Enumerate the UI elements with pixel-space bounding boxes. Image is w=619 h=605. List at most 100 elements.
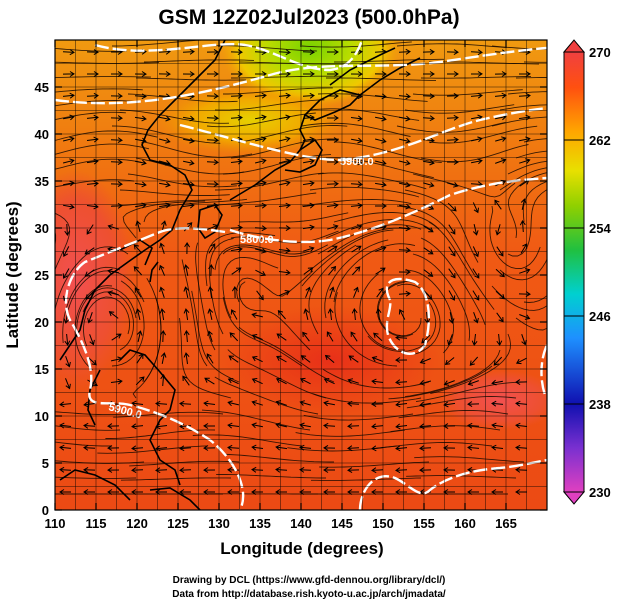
wind-arrow	[448, 224, 456, 235]
wind-arrow	[371, 356, 383, 362]
wind-arrow	[515, 379, 528, 386]
streamline	[334, 292, 398, 367]
wind-arrow	[515, 400, 528, 407]
wind-arrow	[328, 265, 337, 276]
wind-arrow	[83, 444, 96, 451]
wind-arrow	[183, 222, 193, 232]
streamline	[0, 446, 17, 455]
wind-arrow	[419, 379, 432, 386]
wind-arrow	[179, 467, 192, 474]
streamline	[301, 122, 411, 137]
wind-arrow	[327, 137, 339, 143]
wind-arrow	[327, 308, 334, 321]
wind-arrow	[446, 92, 459, 99]
wind-arrow	[467, 444, 480, 451]
wind-arrow	[203, 423, 216, 429]
wind-arrow	[183, 330, 190, 343]
wind-arrow	[398, 308, 406, 320]
wind-arrow	[302, 71, 315, 77]
wind-arrow	[371, 445, 384, 452]
x-tick-label: 120	[126, 516, 148, 531]
wind-arrow	[158, 137, 171, 144]
streamline	[97, 445, 208, 454]
wind-arrow	[59, 466, 72, 473]
wind-arrow	[63, 114, 75, 121]
wind-arrow	[203, 489, 215, 495]
wind-arrow	[275, 422, 288, 429]
streamline	[311, 477, 422, 481]
wind-arrow	[206, 48, 219, 55]
streamline	[515, 150, 547, 159]
wind-arrow	[182, 48, 195, 55]
streamline	[0, 429, 25, 441]
streamline	[0, 414, 33, 429]
streamline	[206, 112, 316, 128]
wind-arrow	[107, 290, 120, 296]
wind-arrow	[251, 489, 263, 495]
wind-arrow	[131, 489, 143, 495]
colorbar-tick-label: 246	[589, 309, 611, 324]
wind-arrow	[327, 49, 339, 55]
wind-arrow	[251, 400, 263, 406]
wind-arrow	[326, 180, 339, 187]
wind-arrow	[444, 357, 455, 365]
wind-arrow	[447, 334, 453, 346]
wind-arrow	[182, 375, 190, 386]
wind-arrow	[472, 202, 479, 214]
wind-arrow	[423, 182, 435, 188]
grid	[55, 40, 547, 510]
wind-arrow	[136, 330, 143, 343]
x-axis-ticks: 110 115 120 125 130 135 140 145 150 155 160 165	[45, 40, 517, 531]
wind-arrow	[446, 49, 459, 56]
streamline	[214, 244, 310, 271]
colorbar-tick-label: 262	[589, 133, 611, 148]
wind-arrow	[255, 114, 267, 121]
colorbar: 230 238 246 254 262 270	[562, 39, 611, 505]
colorbar-top-arrow	[562, 39, 586, 53]
wind-arrow	[351, 308, 358, 321]
wind-arrow	[251, 422, 264, 429]
wind-arrow	[323, 489, 335, 495]
wind-arrow	[64, 333, 71, 346]
wind-arrow	[423, 225, 434, 233]
wind-arrow	[446, 136, 459, 143]
streamline	[322, 369, 430, 389]
streamline	[181, 259, 208, 367]
wind-arrow	[203, 400, 216, 407]
wind-arrow	[495, 224, 501, 236]
streamline	[55, 158, 142, 170]
wind-arrow	[159, 115, 171, 122]
wind-arrow	[89, 334, 95, 346]
streamline	[120, 477, 232, 481]
wind-arrow	[159, 264, 166, 276]
wind-arrow	[65, 378, 71, 390]
wind-arrow	[227, 466, 240, 473]
wind-arrow	[398, 71, 411, 77]
streamline	[367, 301, 437, 352]
wind-arrow	[515, 422, 528, 429]
wind-arrow	[491, 489, 503, 495]
wind-arrow	[227, 378, 239, 385]
x-tick-label: 140	[290, 516, 312, 531]
streamline	[238, 326, 335, 383]
warm-patch-west	[55, 170, 135, 390]
x-tick-label: 125	[167, 516, 189, 531]
streamline	[192, 434, 303, 447]
wind-arrow	[470, 136, 483, 143]
wind-arrow	[323, 422, 336, 429]
wind-arrow	[83, 466, 96, 473]
wind-arrow	[207, 71, 219, 77]
wind-arrow	[371, 378, 384, 385]
streamline	[132, 297, 162, 399]
wind-arrow	[518, 291, 531, 298]
streamline	[135, 77, 247, 81]
wind-arrow	[371, 423, 384, 430]
streamline	[179, 318, 232, 399]
colorbar-tick-label: 254	[589, 221, 611, 236]
credit-drawing: Drawing by DCL (https://www.gfd-dennou.o…	[173, 575, 446, 586]
streamline	[55, 47, 127, 52]
streamline	[55, 212, 71, 271]
wind-arrow	[159, 181, 171, 188]
wind-arrow	[63, 180, 75, 187]
wind-arrow	[183, 115, 195, 122]
